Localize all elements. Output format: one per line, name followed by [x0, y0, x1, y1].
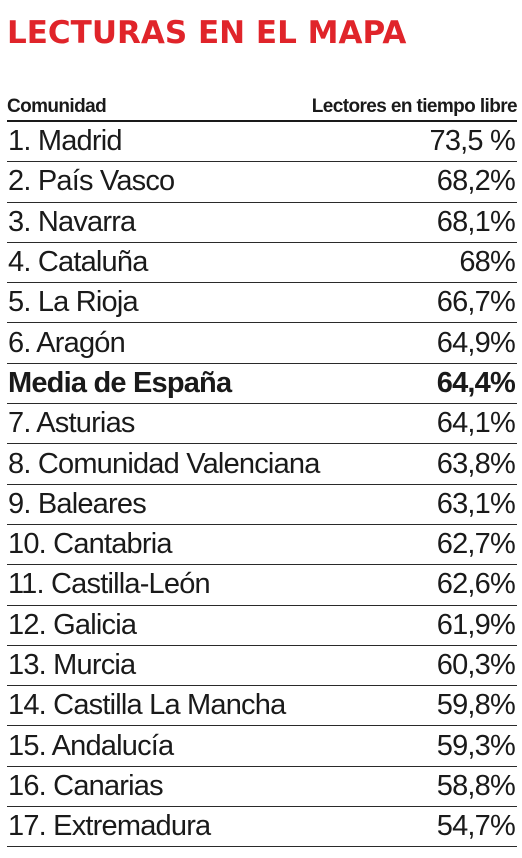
reader-percentage: 59,3%: [436, 729, 516, 762]
reader-percentage: 63,8%: [436, 447, 516, 480]
region-name: 17. Extremadura: [8, 810, 211, 843]
column-header-readers: Lectores en tiempo libre: [311, 96, 518, 117]
reader-percentage: 60,3%: [436, 649, 516, 681]
readers-table: Comunidad Lectores en tiempo libre 1. Ma…: [7, 94, 518, 848]
table-row: 4. Cataluña 68%: [7, 243, 517, 284]
reader-percentage: 62,6%: [436, 568, 516, 601]
region-name: 16. Canarias: [8, 769, 164, 802]
table-row: 16. Canarias 58,8%: [7, 767, 517, 808]
table-row: 12. Galicia 61,9%: [7, 606, 517, 646]
reader-percentage: 64,9%: [436, 326, 516, 359]
region-name: Media de España: [8, 366, 232, 399]
reader-percentage: 64,1%: [436, 407, 516, 440]
region-name: 4. Cataluña: [8, 246, 148, 279]
region-name: 15. Andalucía: [8, 729, 174, 762]
region-name: 11. Castilla-León: [8, 568, 211, 601]
table-row: 13. Murcia 60,3%: [7, 646, 517, 687]
reader-percentage: 63,1%: [436, 487, 516, 520]
region-name: 12. Galicia: [8, 608, 137, 641]
table-row: 1. Madrid 73,5 %: [7, 122, 517, 163]
region-name: 8. Comunidad Valenciana: [8, 447, 320, 480]
table-row: 15. Andalucía 59,3%: [7, 726, 517, 767]
region-name: 1. Madrid: [8, 125, 122, 158]
table-row-average: Media de España 64,4%: [7, 364, 517, 405]
table-row: 3. Navarra 68,1%: [7, 203, 517, 243]
region-name: 13. Murcia: [8, 649, 136, 681]
table-row: 7. Asturias 64,1%: [7, 404, 517, 445]
reader-percentage: 61,9%: [436, 608, 516, 641]
reader-percentage: 73,5 %: [429, 125, 516, 158]
table-row: 17. Extremadura 54,7%: [7, 807, 517, 848]
region-name: 7. Asturias: [8, 407, 135, 440]
region-name: 6. Aragón: [8, 326, 126, 359]
region-name: 5. La Rioja: [8, 286, 139, 319]
table-row: 5. La Rioja 66,7%: [7, 283, 517, 324]
reader-percentage: 54,7%: [436, 810, 516, 843]
region-name: 14. Castilla La Mancha: [8, 689, 286, 722]
table-body: 1. Madrid 73,5 % 2. País Vasco 68,2% 3. Nava…: [7, 122, 517, 848]
table-header: Comunidad Lectores en tiempo libre: [7, 94, 518, 122]
page-title: LECTURAS EN EL MAPA: [7, 15, 407, 51]
region-name: 9. Baleares: [8, 487, 147, 520]
region-name: 3. Navarra: [8, 205, 136, 238]
column-header-region: Comunidad: [7, 96, 107, 117]
reader-percentage: 62,7%: [436, 528, 516, 561]
table-row: 14. Castilla La Mancha 59,8%: [7, 686, 517, 727]
reader-percentage: 68,1%: [436, 205, 516, 238]
table-row: 8. Comunidad Valenciana 63,8%: [7, 444, 517, 485]
reader-percentage: 64,4%: [436, 366, 516, 399]
reader-percentage: 66,7%: [436, 286, 516, 319]
table-row: 9. Baleares 63,1%: [7, 485, 517, 525]
reader-percentage: 68,2%: [436, 165, 516, 198]
reader-percentage: 59,8%: [436, 689, 516, 722]
table-row: 10. Cantabria 62,7%: [7, 525, 517, 566]
reader-percentage: 58,8%: [436, 769, 516, 802]
region-name: 2. País Vasco: [8, 165, 175, 198]
reader-percentage: 68%: [459, 246, 515, 279]
table-row: 6. Aragón 64,9%: [7, 323, 517, 364]
region-name: 10. Cantabria: [8, 528, 173, 561]
table-row: 2. País Vasco 68,2%: [7, 162, 517, 203]
table-row: 11. Castilla-León 62,6%: [7, 565, 517, 606]
